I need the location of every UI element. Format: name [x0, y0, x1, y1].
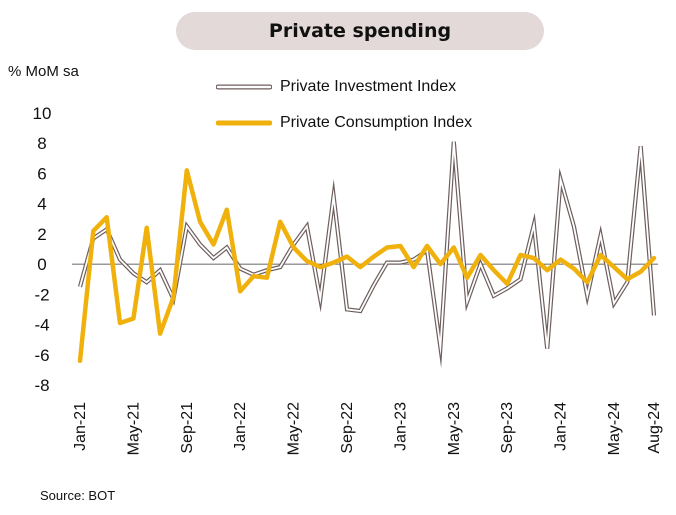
x-tick-label: Aug-24 [646, 402, 663, 454]
x-tick-label: Sep-23 [499, 402, 516, 454]
x-tick-label: Jan-24 [553, 402, 570, 451]
y-tick-label: 2 [37, 225, 46, 244]
y-axis-label: % MoM sa [8, 63, 79, 80]
x-tick-label: Sep-22 [339, 402, 356, 454]
legend-item-investment: Private Investment Index [216, 78, 456, 96]
legend-label-investment: Private Investment Index [280, 78, 457, 95]
thick-line-swatch-icon [216, 120, 272, 126]
y-tick-label: 10 [33, 104, 52, 123]
outlined-line-swatch-icon [216, 84, 272, 90]
y-tick-label: -2 [34, 285, 49, 304]
x-tick-label: Sep-21 [179, 402, 196, 454]
x-tick-label: Jan-22 [232, 402, 249, 451]
series-line-consumption [77, 168, 657, 364]
y-tick-label: 6 [37, 164, 46, 183]
y-tick-label: 0 [37, 255, 46, 274]
legend-item-consumption: Private Consumption Index [216, 114, 472, 132]
chart-title: Private spending [268, 20, 452, 42]
x-tick-label: May-23 [446, 402, 463, 455]
x-tick-label: May-22 [286, 402, 303, 455]
x-tick-label: Jan-21 [72, 402, 89, 451]
y-tick-label: -8 [34, 376, 49, 395]
y-tick-label: -6 [34, 346, 49, 365]
legend-label-consumption: Private Consumption Index [280, 114, 473, 131]
x-tick-label: May-24 [606, 402, 623, 455]
y-tick-label: 8 [37, 134, 46, 153]
y-tick-label: -4 [34, 316, 49, 335]
x-tick-label: Jan-23 [392, 402, 409, 451]
source-note: Source: BOT [40, 488, 116, 503]
x-tick-label: May-21 [125, 402, 142, 455]
y-tick-label: 4 [37, 195, 46, 214]
chart-title-banner: Private spending [176, 12, 544, 50]
